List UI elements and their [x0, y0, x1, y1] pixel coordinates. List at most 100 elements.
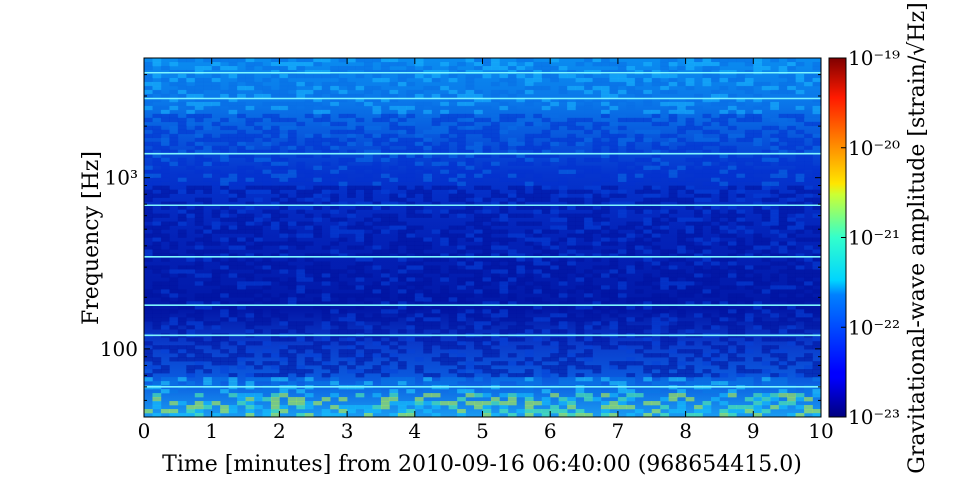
spectrogram-cell	[338, 269, 348, 274]
spectrogram-cell	[237, 345, 246, 350]
spectrogram-cell	[541, 133, 551, 139]
spectrogram-cell	[262, 157, 272, 163]
spectrogram-cell	[304, 233, 314, 238]
spectrogram-cell	[651, 117, 661, 123]
spectrogram-cell	[380, 77, 390, 83]
spectrogram-cell	[600, 189, 610, 194]
spectrogram-cell	[194, 161, 204, 166]
spectrogram-cell	[787, 413, 796, 418]
spectrogram-cell	[609, 129, 619, 135]
spectrogram-cell	[296, 241, 306, 246]
spectrogram-cell	[228, 305, 238, 310]
spectrogram-cell	[448, 225, 458, 230]
spectrogram-cell	[448, 165, 458, 170]
spectrogram-cell	[203, 273, 212, 278]
spectrogram-cell	[321, 58, 331, 63]
spectrogram-cell	[727, 113, 737, 119]
spectrogram-cell	[389, 353, 399, 358]
spectrogram-cell	[457, 285, 466, 290]
spectrogram-cell	[330, 105, 339, 111]
spectrogram-cell	[448, 197, 458, 202]
spectrogram-cell	[778, 149, 788, 155]
spectrogram-cell	[609, 145, 619, 151]
spectrogram-cell	[245, 281, 255, 286]
spectrogram-cell	[465, 85, 475, 91]
spectrogram-cell	[338, 361, 348, 366]
spectrogram-cell	[592, 389, 602, 394]
spectrogram-cell	[787, 265, 796, 270]
spectrogram-cell	[778, 221, 788, 226]
spectrogram-cell	[372, 409, 382, 414]
spectrogram-cell	[795, 213, 805, 218]
spectrogram-cell	[626, 89, 636, 95]
spectrogram-cell	[804, 269, 813, 274]
spectrogram-cell	[414, 369, 424, 374]
spectrogram-cell	[296, 61, 306, 67]
spectrogram-cell	[490, 293, 500, 298]
spectrogram-cell	[330, 185, 339, 190]
spectrogram-cell	[347, 409, 356, 414]
spectrogram-cell	[279, 89, 289, 95]
spectrogram-cell	[177, 305, 187, 310]
spectrogram-cell	[414, 205, 424, 210]
spectrogram-cell	[804, 317, 813, 322]
spectrogram-cell	[702, 65, 712, 71]
spectrogram-cell	[702, 377, 712, 382]
spectrogram-cell	[634, 317, 644, 322]
spectrogram-cell	[490, 353, 500, 358]
spectrogram-cell	[152, 225, 162, 230]
spectrogram-cell	[431, 253, 441, 258]
spectrogram-cell	[169, 413, 179, 418]
spectrogram-cell	[406, 213, 416, 218]
spectrogram-cell	[355, 165, 365, 170]
spectrogram-cell	[380, 117, 390, 123]
colorbar-tick-label: 10⁻¹⁹	[848, 46, 900, 70]
spectrogram-cell	[152, 61, 162, 67]
spectrogram-cell	[567, 125, 576, 131]
spectrogram-cell	[804, 409, 813, 414]
spectrogram-cell	[448, 297, 458, 302]
spectrogram-cell	[812, 81, 822, 87]
spectrogram-cell	[567, 245, 576, 250]
spectrogram-cell	[169, 61, 179, 67]
spectrogram-cell	[812, 369, 822, 374]
spectrogram-cell	[804, 405, 813, 410]
spectrogram-cell	[144, 365, 153, 370]
spectrogram-cell	[736, 245, 746, 250]
spectrogram-cell	[228, 193, 238, 198]
spectrogram-cell	[812, 65, 822, 71]
spectrogram-cell	[321, 293, 331, 298]
spectrogram-cell	[710, 73, 720, 79]
spectrogram-cell	[194, 141, 204, 147]
spectrogram-cell	[457, 257, 466, 262]
spectrogram-cell	[507, 113, 517, 119]
spectrogram-cell	[254, 397, 263, 402]
spectrogram-cell	[364, 405, 373, 410]
spectrogram-cell	[643, 377, 653, 382]
spectrogram-cell	[474, 217, 483, 222]
spectrogram-cell	[702, 325, 712, 330]
spectrogram-cell	[490, 81, 500, 87]
spectrogram-cell	[516, 265, 526, 270]
spectrogram-cell	[397, 161, 407, 166]
spectrogram-cell	[694, 381, 703, 386]
spectrogram-cell	[482, 365, 492, 370]
spectrogram-cell	[753, 301, 763, 306]
spectrogram-cell	[710, 293, 720, 298]
spectrogram-cell	[584, 165, 593, 170]
spectrogram-cell	[397, 149, 407, 155]
spectrogram-cell	[668, 257, 678, 262]
spectrogram-cell	[516, 233, 526, 238]
spectrogram-cell	[753, 389, 763, 394]
spectrogram-cell	[482, 133, 492, 139]
spectrogram-cell	[304, 101, 314, 107]
spectrogram-cell	[710, 289, 720, 294]
spectrogram-cell	[228, 409, 238, 414]
spectrogram-cell	[550, 77, 559, 83]
spectrogram-cell	[702, 81, 712, 87]
spectrogram-cell	[482, 257, 492, 262]
spectrogram-cell	[507, 313, 517, 318]
spectrogram-cell	[719, 169, 729, 174]
spectrogram-cell	[567, 317, 576, 322]
spectrogram-cell	[761, 325, 771, 330]
